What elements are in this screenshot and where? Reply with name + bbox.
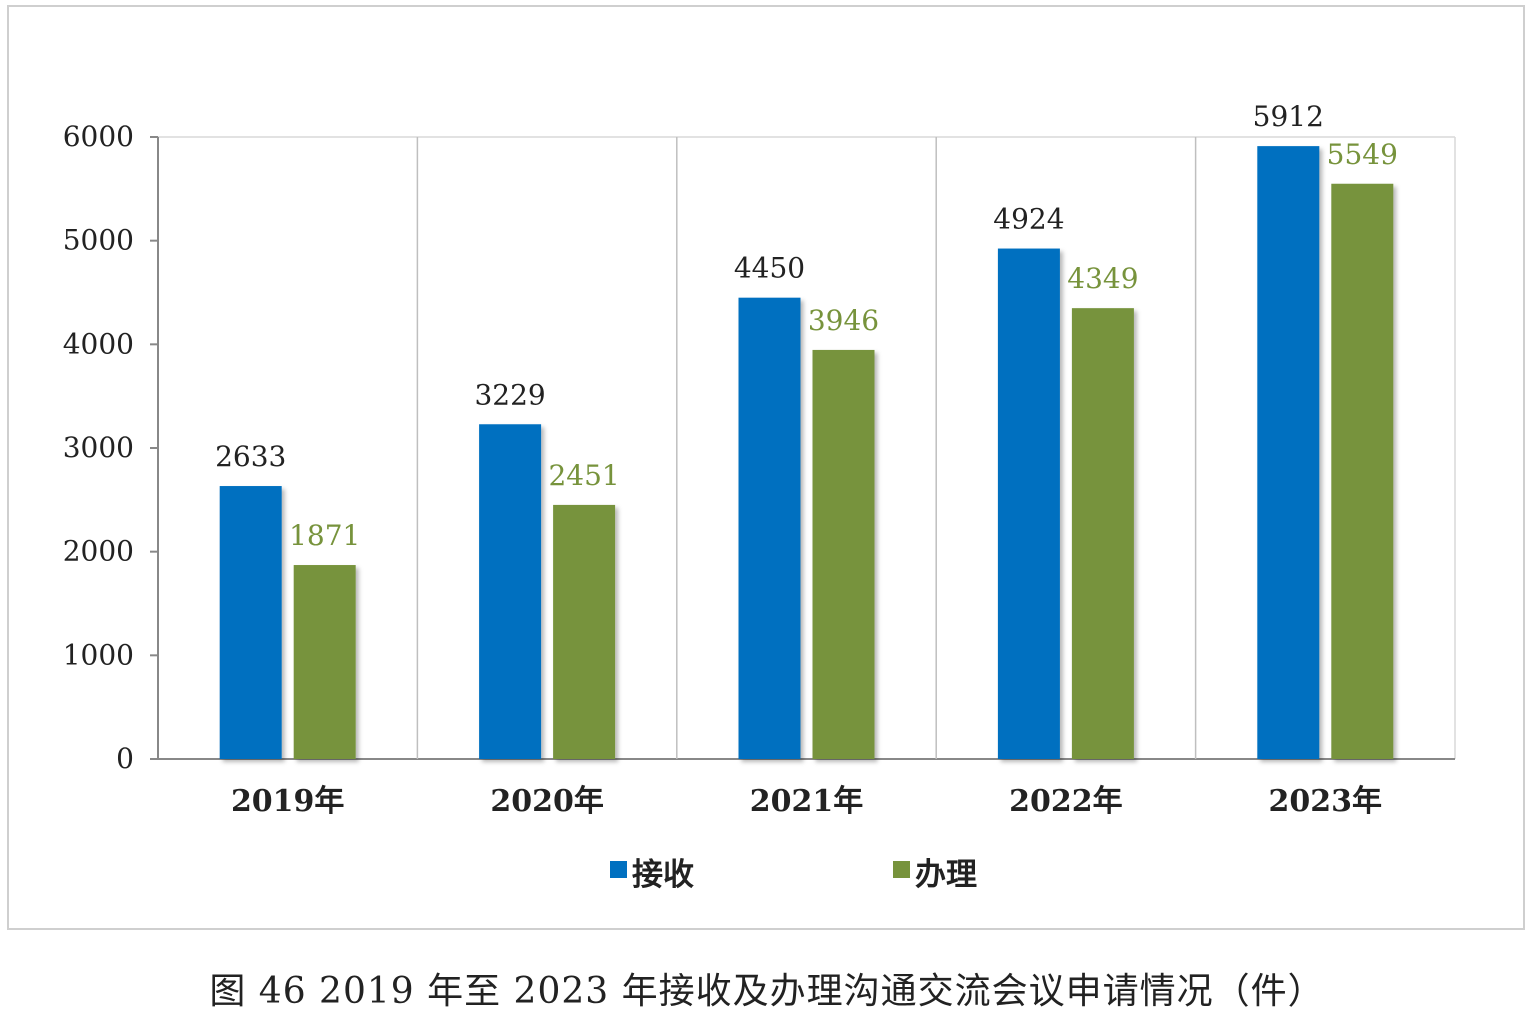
bar-chart: 0 1000 2000 3000 4000 5000 6000 2633 1871 2019年 3… — [63, 100, 1456, 893]
bar-handled — [293, 565, 356, 759]
legend-label: 办理 — [915, 857, 977, 893]
legend-swatch — [893, 861, 910, 878]
legend-label: 接收 — [632, 857, 694, 893]
y-tick-label: 3000 — [63, 431, 134, 464]
bar-handled — [1071, 308, 1134, 759]
data-label: 3229 — [474, 378, 545, 411]
x-category-label: 2023年 — [1269, 784, 1383, 819]
data-label: 1871 — [289, 519, 360, 552]
data-label: 3946 — [808, 304, 879, 337]
data-label: 5912 — [1253, 100, 1324, 133]
y-tick-label: 6000 — [63, 120, 134, 153]
x-category-label: 2021年 — [750, 784, 864, 819]
data-label: 4924 — [993, 203, 1064, 236]
legend: 接收 办理 — [610, 857, 977, 893]
bar-handled — [1331, 183, 1394, 759]
data-label: 5549 — [1327, 138, 1398, 171]
bar-received — [1257, 146, 1320, 759]
y-tick-label: 0 — [116, 742, 134, 775]
bar-received — [219, 486, 282, 759]
figure-caption: 图 46 2019 年至 2023 年接收及办理沟通交流会议申请情况（件） — [209, 971, 1325, 1012]
bar-received — [479, 424, 542, 759]
y-tick-label: 4000 — [63, 327, 134, 360]
data-label: 2451 — [548, 459, 619, 492]
bars-group — [219, 146, 1394, 759]
data-label: 2633 — [215, 440, 286, 473]
x-category-label: 2020年 — [490, 784, 604, 819]
data-label: 4349 — [1067, 262, 1138, 295]
data-label: 4450 — [734, 252, 805, 285]
bar-received — [738, 297, 801, 759]
bar-handled — [553, 504, 616, 759]
bar-received — [997, 248, 1060, 759]
legend-swatch — [610, 861, 627, 878]
y-tick-label: 2000 — [63, 535, 134, 568]
bar-handled — [812, 349, 875, 759]
plot-area: 0 1000 2000 3000 4000 5000 6000 — [63, 120, 1456, 775]
x-category-label: 2019年 — [231, 784, 345, 819]
y-tick-label: 1000 — [63, 638, 134, 671]
y-tick-label: 5000 — [63, 224, 134, 257]
x-category-label: 2022年 — [1009, 784, 1123, 819]
